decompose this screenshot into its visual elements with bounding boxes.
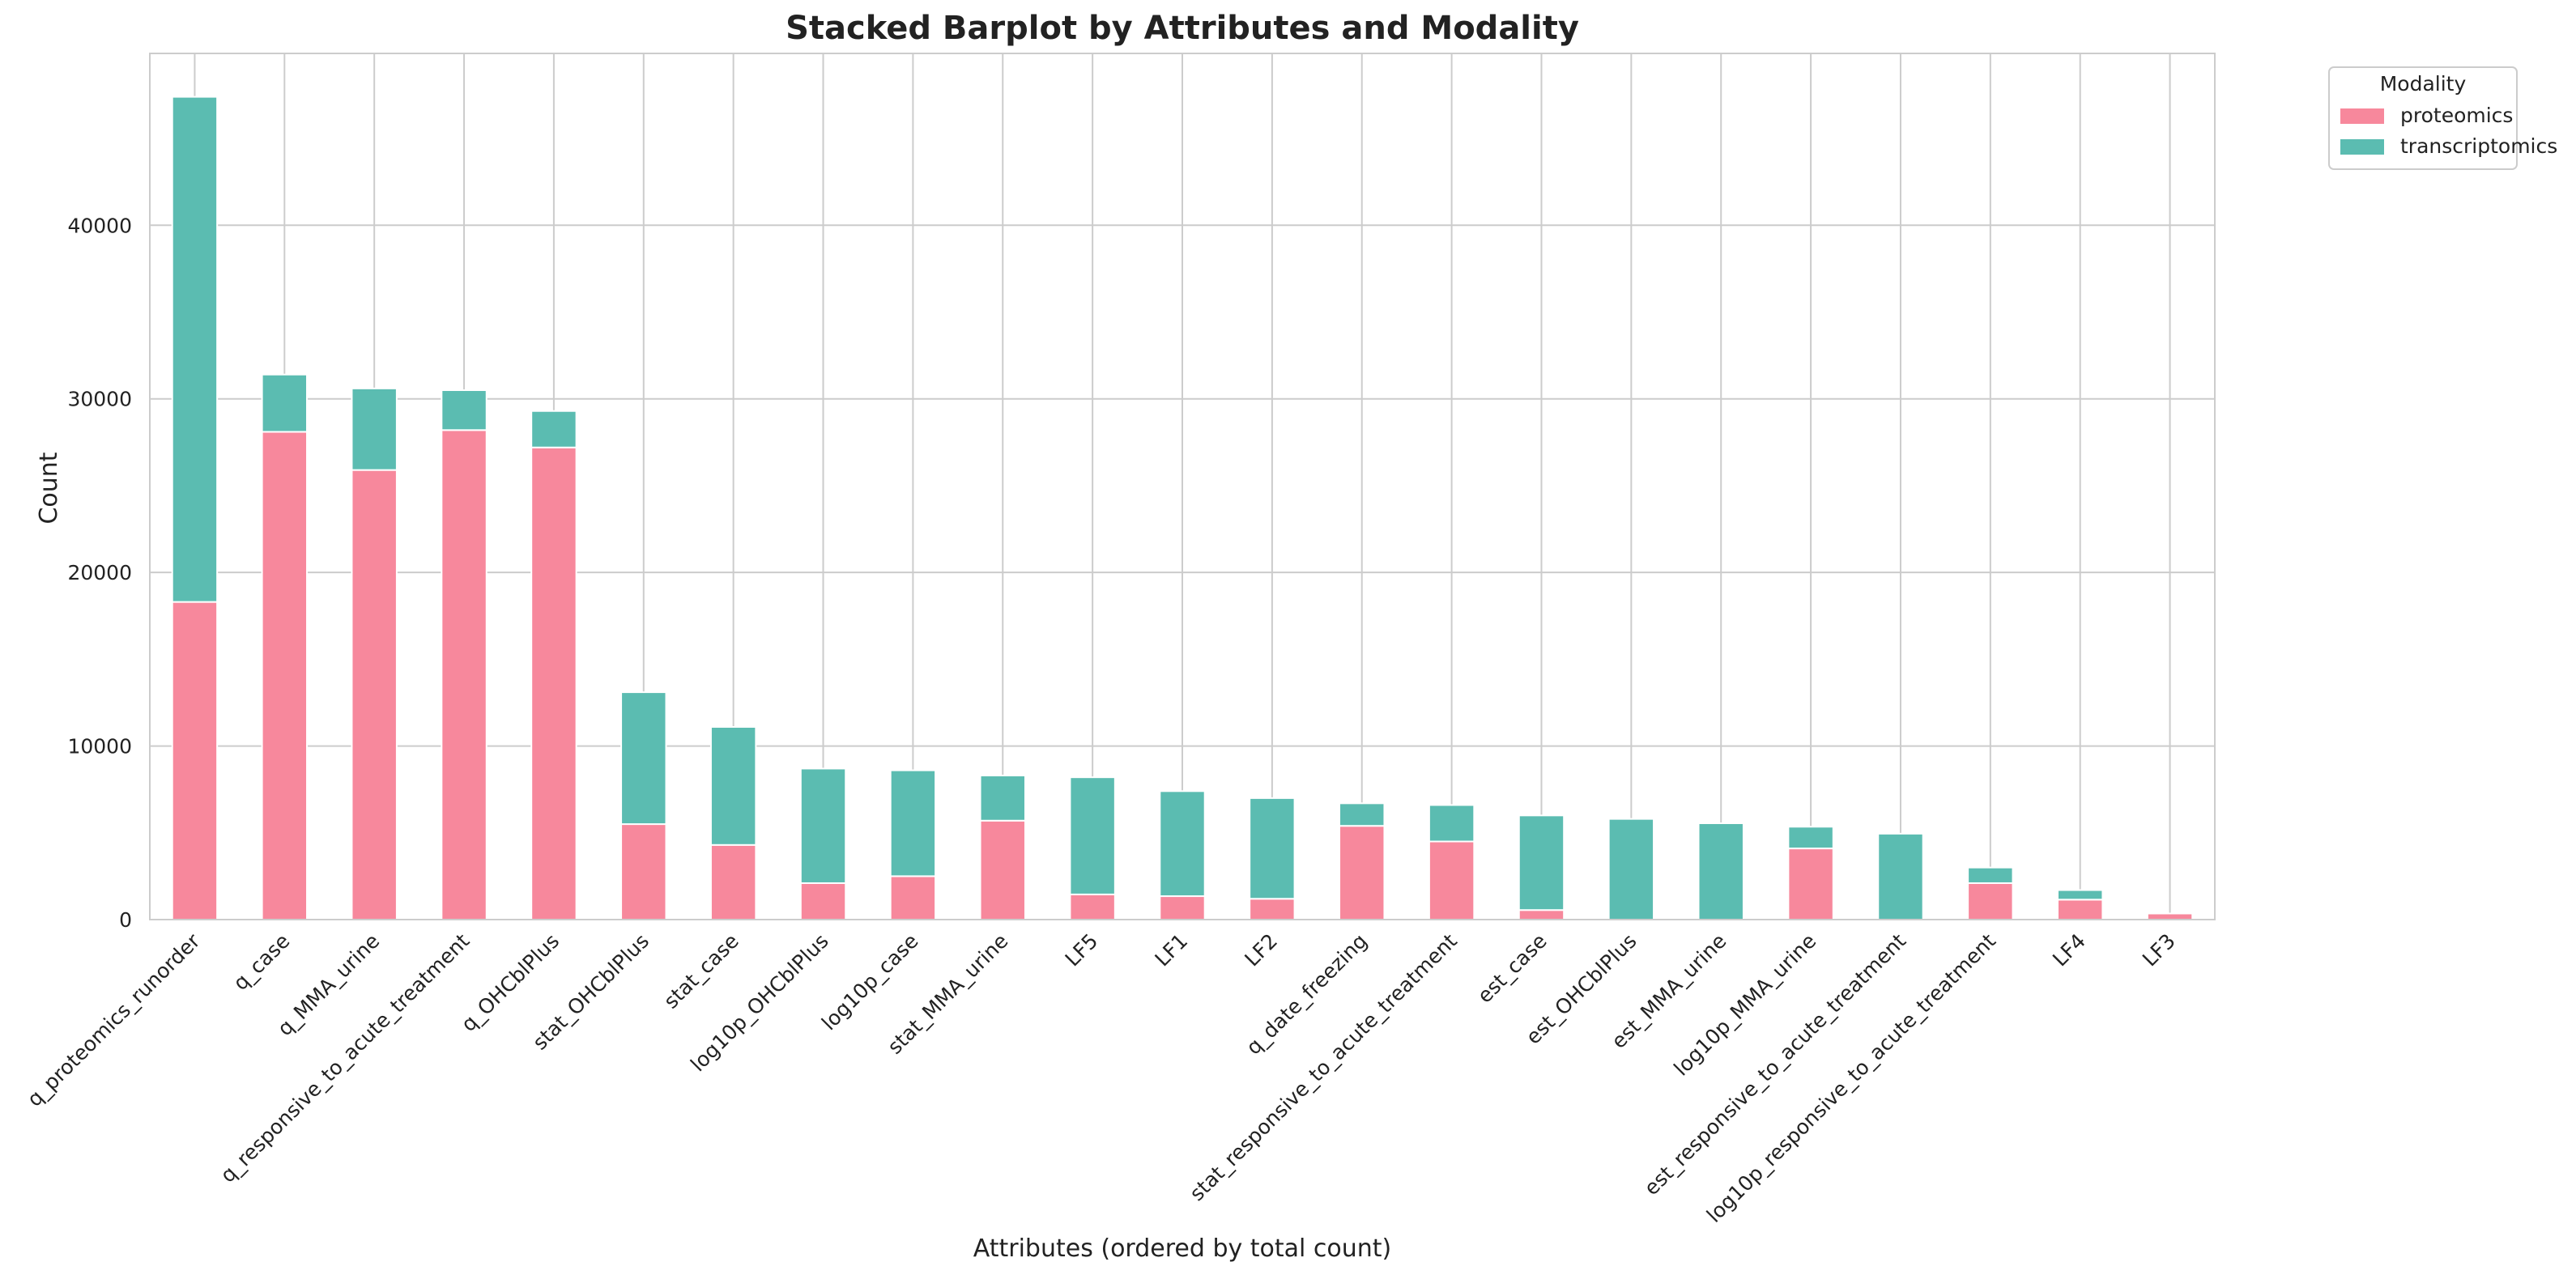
bar-transcriptomics-est_MMA_urine xyxy=(1697,822,1744,921)
bar-transcriptomics-stat_OHCblPlus xyxy=(620,691,667,826)
bar-proteomics-log10p_responsive_to_acute_treatment xyxy=(1967,882,2014,921)
bar-transcriptomics-LF1 xyxy=(1159,790,1206,898)
legend-label-transcriptomics: transcriptomics xyxy=(2400,134,2557,158)
bar-proteomics-LF1 xyxy=(1159,895,1206,921)
x-tick-label: q_proteomics_runorder xyxy=(23,928,205,1111)
bar-proteomics-q_MMA_urine xyxy=(351,469,398,920)
legend-swatch-proteomics xyxy=(2340,108,2384,124)
y-tick-label: 20000 xyxy=(67,561,132,584)
chart-title: Stacked Barplot by Attributes and Modali… xyxy=(786,10,1579,47)
legend-label-proteomics: proteomics xyxy=(2400,104,2513,127)
bar-transcriptomics-q_responsive_to_acute_treatment xyxy=(441,389,488,431)
bar-proteomics-log10p_case xyxy=(889,875,937,921)
bar-transcriptomics-stat_case xyxy=(709,725,757,846)
bar-transcriptomics-stat_MMA_urine xyxy=(979,775,1026,822)
bar-proteomics-est_case xyxy=(1518,909,1565,921)
bar-transcriptomics-est_case xyxy=(1518,814,1565,911)
bar-transcriptomics-stat_responsive_to_acute_treatment xyxy=(1428,804,1475,843)
bar-proteomics-stat_OHCblPlus xyxy=(620,823,667,921)
y-tick-label: 0 xyxy=(119,908,132,932)
x-tick-label: LF2 xyxy=(1240,929,1282,971)
bar-transcriptomics-log10p_MMA_urine xyxy=(1787,826,1834,850)
bar-proteomics-LF2 xyxy=(1249,898,1296,921)
bar-proteomics-log10p_MMA_urine xyxy=(1787,848,1834,921)
bar-proteomics-stat_MMA_urine xyxy=(979,819,1026,921)
x-tick-label: LF3 xyxy=(2138,929,2180,971)
bar-proteomics-q_responsive_to_acute_treatment xyxy=(441,429,488,920)
bar-transcriptomics-LF2 xyxy=(1249,797,1296,900)
bar-proteomics-LF5 xyxy=(1069,893,1116,921)
y-axis-label: Count xyxy=(35,452,63,524)
x-tick-label: LF4 xyxy=(2048,929,2090,971)
bar-transcriptomics-est_responsive_to_acute_treatment xyxy=(1877,832,1924,920)
bar-proteomics-q_proteomics_runorder xyxy=(171,601,219,921)
bar-proteomics-q_OHCblPlus xyxy=(530,446,577,920)
bar-proteomics-stat_responsive_to_acute_treatment xyxy=(1428,840,1475,920)
bar-transcriptomics-q_proteomics_runorder xyxy=(171,96,219,603)
legend: Modality proteomics transcriptomics xyxy=(2328,66,2557,170)
x-axis-label: Attributes (ordered by total count) xyxy=(973,1234,1392,1263)
bar-proteomics-LF4 xyxy=(2056,899,2104,921)
bar-transcriptomics-q_OHCblPlus xyxy=(530,410,577,448)
bar-transcriptomics-log10p_OHCblPlus xyxy=(799,767,847,884)
x-tick-label: LF5 xyxy=(1061,929,1103,971)
legend-title: Modality xyxy=(2380,72,2467,96)
x-tick-label: est_case xyxy=(1473,929,1552,1008)
y-tick-label: 30000 xyxy=(67,388,132,411)
bar-proteomics-q_case xyxy=(261,431,309,920)
bar-transcriptomics-q_date_freezing xyxy=(1339,802,1386,827)
bar-transcriptomics-q_MMA_urine xyxy=(351,387,398,471)
plot-frame xyxy=(149,53,2216,920)
bar-transcriptomics-log10p_case xyxy=(889,769,937,877)
y-tick-labels: 0 10000 20000 30000 40000 xyxy=(67,214,132,932)
x-tick-label: q_case xyxy=(228,929,294,995)
bar-transcriptomics-q_case xyxy=(261,373,309,433)
bars xyxy=(171,96,2194,921)
bar-proteomics-stat_case xyxy=(709,843,757,920)
bar-proteomics-log10p_OHCblPlus xyxy=(799,882,847,921)
bar-transcriptomics-LF4 xyxy=(2056,889,2104,901)
bar-proteomics-q_date_freezing xyxy=(1339,825,1386,921)
y-tick-label: 10000 xyxy=(67,735,132,758)
legend-swatch-transcriptomics xyxy=(2340,139,2384,155)
bar-transcriptomics-log10p_responsive_to_acute_treatment xyxy=(1967,866,2014,884)
x-tick-label: LF1 xyxy=(1150,929,1192,971)
x-tick-label: stat_case xyxy=(659,929,743,1013)
bar-transcriptomics-est_OHCblPlus xyxy=(1607,818,1655,921)
y-tick-label: 40000 xyxy=(67,214,132,237)
bar-transcriptomics-LF5 xyxy=(1069,776,1116,895)
bar-proteomics-LF3 xyxy=(2146,912,2194,921)
x-tick-labels: q_proteomics_runorder q_caseq_MMA_urineq_… xyxy=(23,928,2180,1227)
